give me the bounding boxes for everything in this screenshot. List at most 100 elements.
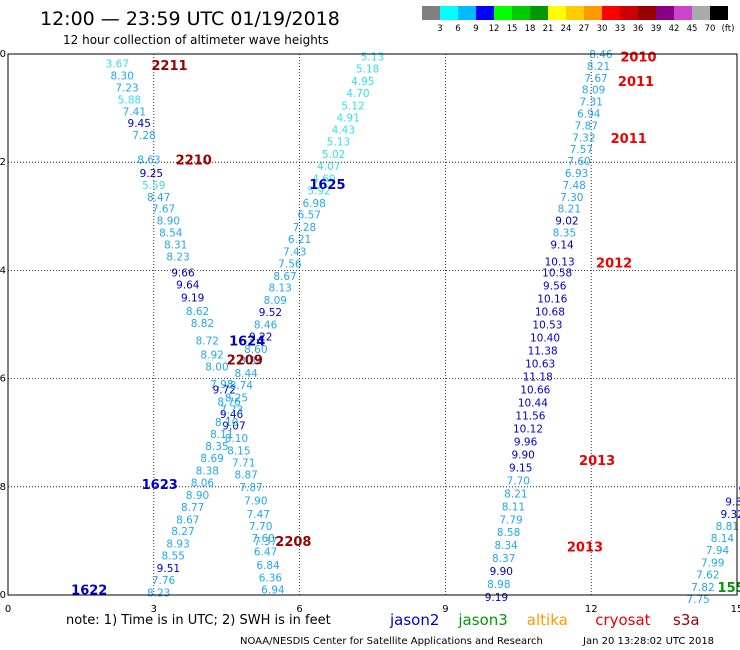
plot-frame bbox=[7, 53, 738, 596]
wave-height-value: 8.90 bbox=[186, 490, 209, 502]
wave-height-value: 8.38 bbox=[196, 466, 219, 478]
satellite-legend-item: cryosat bbox=[595, 611, 650, 629]
y-tick-label: -36 bbox=[0, 374, 6, 385]
pass-label: 2011 bbox=[611, 132, 647, 147]
pass-label: 2209 bbox=[227, 354, 263, 369]
legend-value-label: 21 bbox=[543, 24, 554, 34]
x-tick-label: 6 bbox=[296, 604, 302, 615]
wave-height-value: 8.93 bbox=[166, 539, 189, 551]
wave-height-value: 9.45 bbox=[128, 118, 151, 130]
wave-height-value: 9.15 bbox=[509, 462, 532, 474]
wave-height-value: 4.95 bbox=[351, 76, 374, 88]
legend-color-swatch bbox=[638, 6, 656, 20]
legend-color-swatch bbox=[476, 6, 494, 20]
wave-height-value: 7.82 bbox=[691, 582, 714, 594]
legend-value-label: 70 bbox=[705, 24, 716, 34]
wave-height-value: 10.13 bbox=[545, 257, 575, 269]
wave-height-value: 10.12 bbox=[513, 423, 543, 435]
wave-height-value: 5.13 bbox=[327, 137, 350, 149]
wave-height-value: 8.13 bbox=[268, 283, 291, 295]
wave-height-value: 7.47 bbox=[247, 509, 270, 521]
wave-height-value: 8.00 bbox=[205, 362, 228, 374]
wave-height-value: 8.46 bbox=[589, 49, 613, 61]
wave-height-value: 5.12 bbox=[341, 100, 364, 112]
legend-value-label: 9 bbox=[473, 24, 478, 34]
legend-value-label: 15 bbox=[507, 24, 518, 34]
legend-value-label: 27 bbox=[579, 24, 590, 34]
legend-value-label: 39 bbox=[651, 24, 662, 34]
wave-height-value: 9.19 bbox=[485, 592, 508, 604]
wave-height-value: 9.22 bbox=[249, 331, 272, 343]
wave-height-value: 7.76 bbox=[152, 575, 176, 587]
pass-label: 2210 bbox=[176, 153, 212, 168]
wave-height-value: 9.32 bbox=[720, 509, 740, 521]
wave-height-value: 8.44 bbox=[234, 368, 258, 380]
chart-title: 12:00 — 23:59 UTC 01/19/2018 bbox=[40, 8, 340, 30]
legend-color-swatch bbox=[710, 6, 728, 20]
wave-height-value: 4.70 bbox=[346, 88, 369, 100]
wave-height-value: 6.36 bbox=[259, 573, 283, 585]
wave-height-value: 11.18 bbox=[523, 371, 553, 383]
wave-height-value: 8.81 bbox=[716, 521, 739, 533]
wave-height-value: 8.23 bbox=[147, 587, 170, 599]
wave-height-value: 8.25 bbox=[225, 393, 248, 405]
wave-height-value: 4.60 bbox=[312, 173, 335, 185]
satellite-legend-item: jason2 bbox=[389, 611, 439, 629]
wave-height-value: 7.98 bbox=[210, 379, 233, 391]
satellite-legend: jason2 jason3 altika cryosat s3a bbox=[389, 611, 700, 629]
wave-height-value: 8.76 bbox=[217, 396, 241, 408]
pass-label: 1622 bbox=[71, 584, 107, 599]
pass-label: 2012 bbox=[596, 256, 632, 271]
wave-height-value: 10.63 bbox=[525, 358, 555, 370]
wave-height-value: 6.57 bbox=[298, 210, 321, 222]
wave-height-value: 8.87 bbox=[234, 469, 257, 481]
wave-height-value: 10.53 bbox=[532, 320, 562, 332]
wave-height-value: 8.77 bbox=[181, 502, 204, 514]
wave-height-value: 8.11 bbox=[210, 429, 233, 441]
wave-height-value: 8.27 bbox=[171, 526, 194, 538]
wave-height-value: 9.19 bbox=[181, 292, 204, 304]
wave-height-value: 7.60 bbox=[567, 156, 590, 168]
wave-height-value: 8.09 bbox=[264, 295, 287, 307]
wave-height-value: 8.63 bbox=[137, 154, 160, 166]
wave-height-value: 7.56 bbox=[278, 258, 302, 270]
wave-height-value: 8.54 bbox=[159, 228, 183, 240]
wave-height-value: 7.67 bbox=[152, 204, 175, 216]
legend-color-swatch bbox=[458, 6, 476, 20]
pass-label: 2013 bbox=[567, 540, 603, 555]
wave-height-value: 5.18 bbox=[356, 64, 379, 76]
wave-height-value: 8.82 bbox=[191, 318, 214, 330]
wave-height-value: 8.37 bbox=[492, 553, 515, 565]
legend-color-swatch bbox=[548, 6, 566, 20]
wave-height-value: 8.21 bbox=[558, 204, 581, 216]
x-tick-label: 0 bbox=[5, 604, 11, 615]
wave-height-value: 7.37 bbox=[254, 536, 277, 548]
wave-height-value: 9.90 bbox=[511, 449, 534, 461]
y-tick-label: -38 bbox=[0, 482, 6, 493]
pass-label: 1552 bbox=[718, 581, 740, 596]
wave-height-value: 8.21 bbox=[504, 488, 527, 500]
wave-height-value: 7.87 bbox=[239, 482, 262, 494]
wave-height-value: 8.10 bbox=[215, 417, 238, 429]
wave-height-value: 7.32 bbox=[572, 132, 595, 144]
wave-height-value: 8.58 bbox=[497, 527, 520, 539]
wave-height-value: 8.55 bbox=[162, 551, 185, 563]
wave-height-value: 6.21 bbox=[288, 234, 311, 246]
wave-height-value: 9.51 bbox=[157, 563, 180, 575]
wave-height-value: 7.71 bbox=[232, 457, 255, 469]
wave-height-value: 8.11 bbox=[502, 501, 525, 513]
wave-height-value: 8.92 bbox=[200, 349, 223, 361]
legend-value-label: 30 bbox=[597, 24, 608, 34]
wave-height-value: 7.57 bbox=[570, 144, 593, 156]
wave-height-value: 3.67 bbox=[106, 59, 129, 71]
x-tick-label: 15 bbox=[731, 604, 740, 615]
wave-height-value: 8.67 bbox=[273, 271, 296, 283]
wave-height-value: 7.73 bbox=[220, 404, 243, 416]
wave-height-value: 9.72 bbox=[213, 384, 236, 396]
y-tick-label: -34 bbox=[0, 265, 6, 276]
wave-height-value: 8.21 bbox=[587, 61, 610, 73]
wave-height-value: 7.87 bbox=[575, 120, 598, 132]
wave-height-value: 7.60 bbox=[251, 533, 274, 545]
y-tick-label: -30 bbox=[0, 49, 6, 60]
legend-color-swatch bbox=[674, 6, 692, 20]
